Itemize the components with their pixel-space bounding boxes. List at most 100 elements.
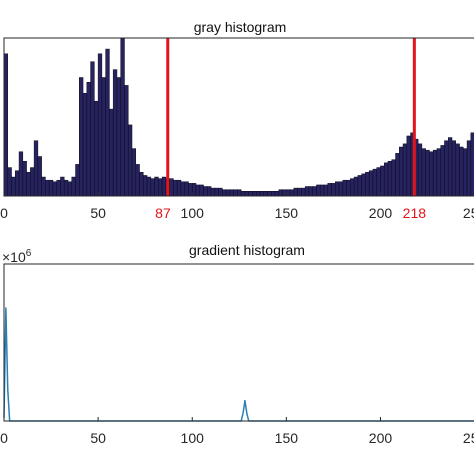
threshold-lines [166,38,416,196]
x-tick-label: 0 [0,205,8,221]
histogram-bar [112,69,118,197]
threshold-label: 218 [403,205,427,221]
histogram-bar [395,153,400,197]
histogram-bar [135,164,140,197]
histogram-bar [176,179,182,197]
x-axis-ticks: 0 50 100 150 200 250 [0,417,474,446]
histogram-bar [387,160,393,197]
histogram-bar [421,148,426,197]
x-tick-label: 0 [0,430,8,446]
histogram-bar [79,77,84,197]
histogram-bar [45,179,50,197]
histogram-bar [432,149,438,197]
histogram-bar [225,189,231,197]
histogram-bar [18,151,24,197]
histogram-bar [240,191,246,197]
histogram-bar [7,167,12,197]
histogram-bar [146,176,152,197]
x-tick-label: 150 [275,430,299,446]
histogram-bar [335,181,340,197]
histogram-bar [391,159,396,197]
histogram-bar [417,143,423,197]
gray-histogram-chart: gray histogram 0 50 100 150 200 250 87 218 [0,19,474,221]
y-exponent-power: 6 [26,248,32,259]
histogram-bar [233,189,238,197]
histogram-bar [169,178,174,197]
histogram-bar [30,167,35,197]
histogram-bar [342,179,347,197]
x-tick-label: 100 [181,430,205,446]
histogram-bar [444,140,449,197]
histogram-bar [263,191,268,197]
histogram-bar [180,181,185,197]
histogram-bar [399,146,404,197]
histogram-bar [101,77,106,197]
histogram-bar [319,184,325,197]
histogram-bar [301,187,306,197]
histogram-bar [350,178,355,197]
histogram-bar [380,165,385,197]
histogram-bar [459,146,464,197]
gradient-line [3,307,474,422]
histogram-bar [308,186,313,197]
histogram-bar [82,93,88,197]
histogram-bar [161,176,167,197]
histogram-bar [15,170,20,197]
histogram-bar [63,179,69,197]
histogram-bar [440,145,445,197]
histogram-bar [158,178,163,197]
histogram-bar [259,191,265,197]
histogram-bar [316,184,321,197]
bar-series [3,37,474,197]
histogram-bar [274,191,280,197]
histogram-bar [184,181,189,197]
histogram-bar [22,160,27,197]
histogram-bar [406,135,411,197]
histogram-bar [143,175,148,197]
histogram-bar [3,53,9,197]
histogram-bar [338,181,344,197]
plot-frame [3,37,474,197]
histogram-bar [11,176,16,197]
x-tick-label: 100 [181,205,205,221]
x-tick-label: 50 [90,430,106,446]
histogram-bar [293,187,298,197]
histogram-bar [203,186,208,197]
histogram-bar [124,85,129,197]
chart-title: gradient histogram [189,242,305,258]
histogram-bar [56,179,61,197]
histogram-bar [463,148,468,197]
histogram-bar [271,191,276,197]
histogram-bar [365,172,370,197]
histogram-bar [312,186,317,197]
histogram-bar [361,173,366,197]
histogram-bar [188,183,193,197]
histogram-bar [191,183,197,197]
histogram-bar [447,137,453,197]
histogram-bar [97,53,103,197]
histogram-bar [425,149,430,197]
histogram-bar [357,175,362,197]
x-tick-label: 150 [275,205,299,221]
histogram-bar [376,167,381,197]
x-tick-label: 50 [90,205,106,221]
histogram-bar [207,186,212,197]
x-tick-label: 250 [463,205,474,221]
x-tick-label: 200 [369,205,393,221]
histogram-bar [150,178,155,197]
histogram-bar [154,176,159,197]
histogram-bar [67,181,73,197]
histogram-bar [383,162,389,197]
x-tick-label: 200 [369,430,393,446]
histogram-bar [131,148,137,197]
histogram-bar [237,189,242,197]
histogram-bar [94,100,99,197]
x-tick-label: 250 [463,430,474,446]
histogram-bar [41,176,46,197]
histogram-bar [402,143,408,197]
histogram-bar [278,189,283,197]
histogram-bar [116,77,121,197]
histogram-bar [173,179,178,197]
histogram-bar [429,151,434,197]
line-series [3,307,474,422]
